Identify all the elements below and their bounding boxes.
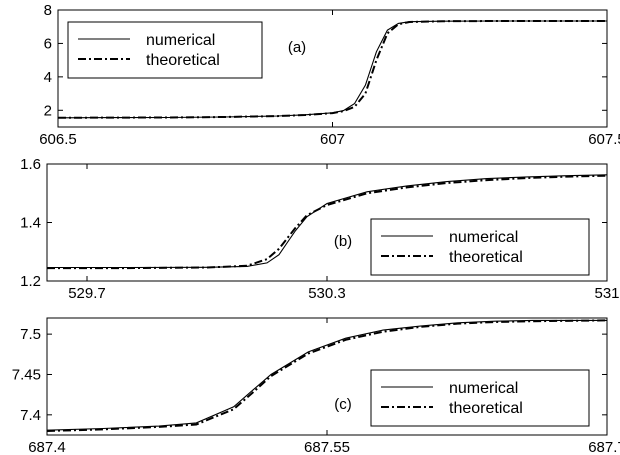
panel-label: (a) (288, 39, 306, 56)
series-numerical-line (47, 174, 607, 269)
legend-label-numerical: numerical (449, 380, 518, 397)
x-tick-label: 687.4 (28, 439, 66, 455)
y-tick-label: 8 (44, 2, 52, 19)
legend-label-numerical: numerical (449, 229, 518, 246)
legend-label-theoretical: theoretical (449, 400, 523, 417)
y-tick-label: 2 (44, 102, 52, 119)
y-tick-label: 1.6 (20, 156, 41, 173)
legend-box (67, 21, 263, 79)
x-tick-label: 607.5 (588, 131, 620, 148)
chart-panel-2: 529.7 530.3 531 1.2 1.4 1.6 numerical theoretic… (20, 156, 619, 302)
x-tick-label: 529.7 (68, 285, 106, 302)
y-tick-label: 4 (44, 69, 52, 86)
y-tick-label: 7.4 (20, 407, 41, 424)
legend-label-numerical: numerical (146, 32, 215, 49)
y-tick-label: 6 (44, 35, 52, 52)
y-tick-label: 7.45 (12, 366, 41, 383)
legend-box (370, 369, 590, 427)
panel-label: (c) (334, 396, 352, 413)
chart-panel-1: 606.5 607 607.5 2 4 6 8 numerical theoretical (a) (39, 2, 620, 148)
x-tick-label: 530.3 (308, 285, 346, 302)
x-tick-label: 687.7 (588, 439, 620, 455)
legend-box (370, 218, 590, 276)
legend-label-theoretical: theoretical (146, 52, 220, 69)
panel-label: (b) (334, 233, 352, 250)
y-tick-label: 1.2 (20, 273, 41, 290)
series-theoretical-line (47, 319, 607, 432)
x-tick-label: 606.5 (39, 131, 77, 148)
x-tick-label: 607 (320, 131, 345, 148)
y-tick-label: 1.4 (20, 215, 41, 232)
x-tick-label: 531 (594, 285, 619, 302)
x-tick-label: 687.55 (304, 439, 350, 455)
chart-panel-3: 687.4 687.55 687.7 7.4 7.45 7.5 numerical theor… (12, 317, 620, 455)
legend-label-theoretical: theoretical (449, 249, 523, 266)
series-theoretical-line (58, 20, 607, 119)
series-numerical-line (47, 319, 607, 431)
y-tick-label: 7.5 (20, 326, 41, 343)
